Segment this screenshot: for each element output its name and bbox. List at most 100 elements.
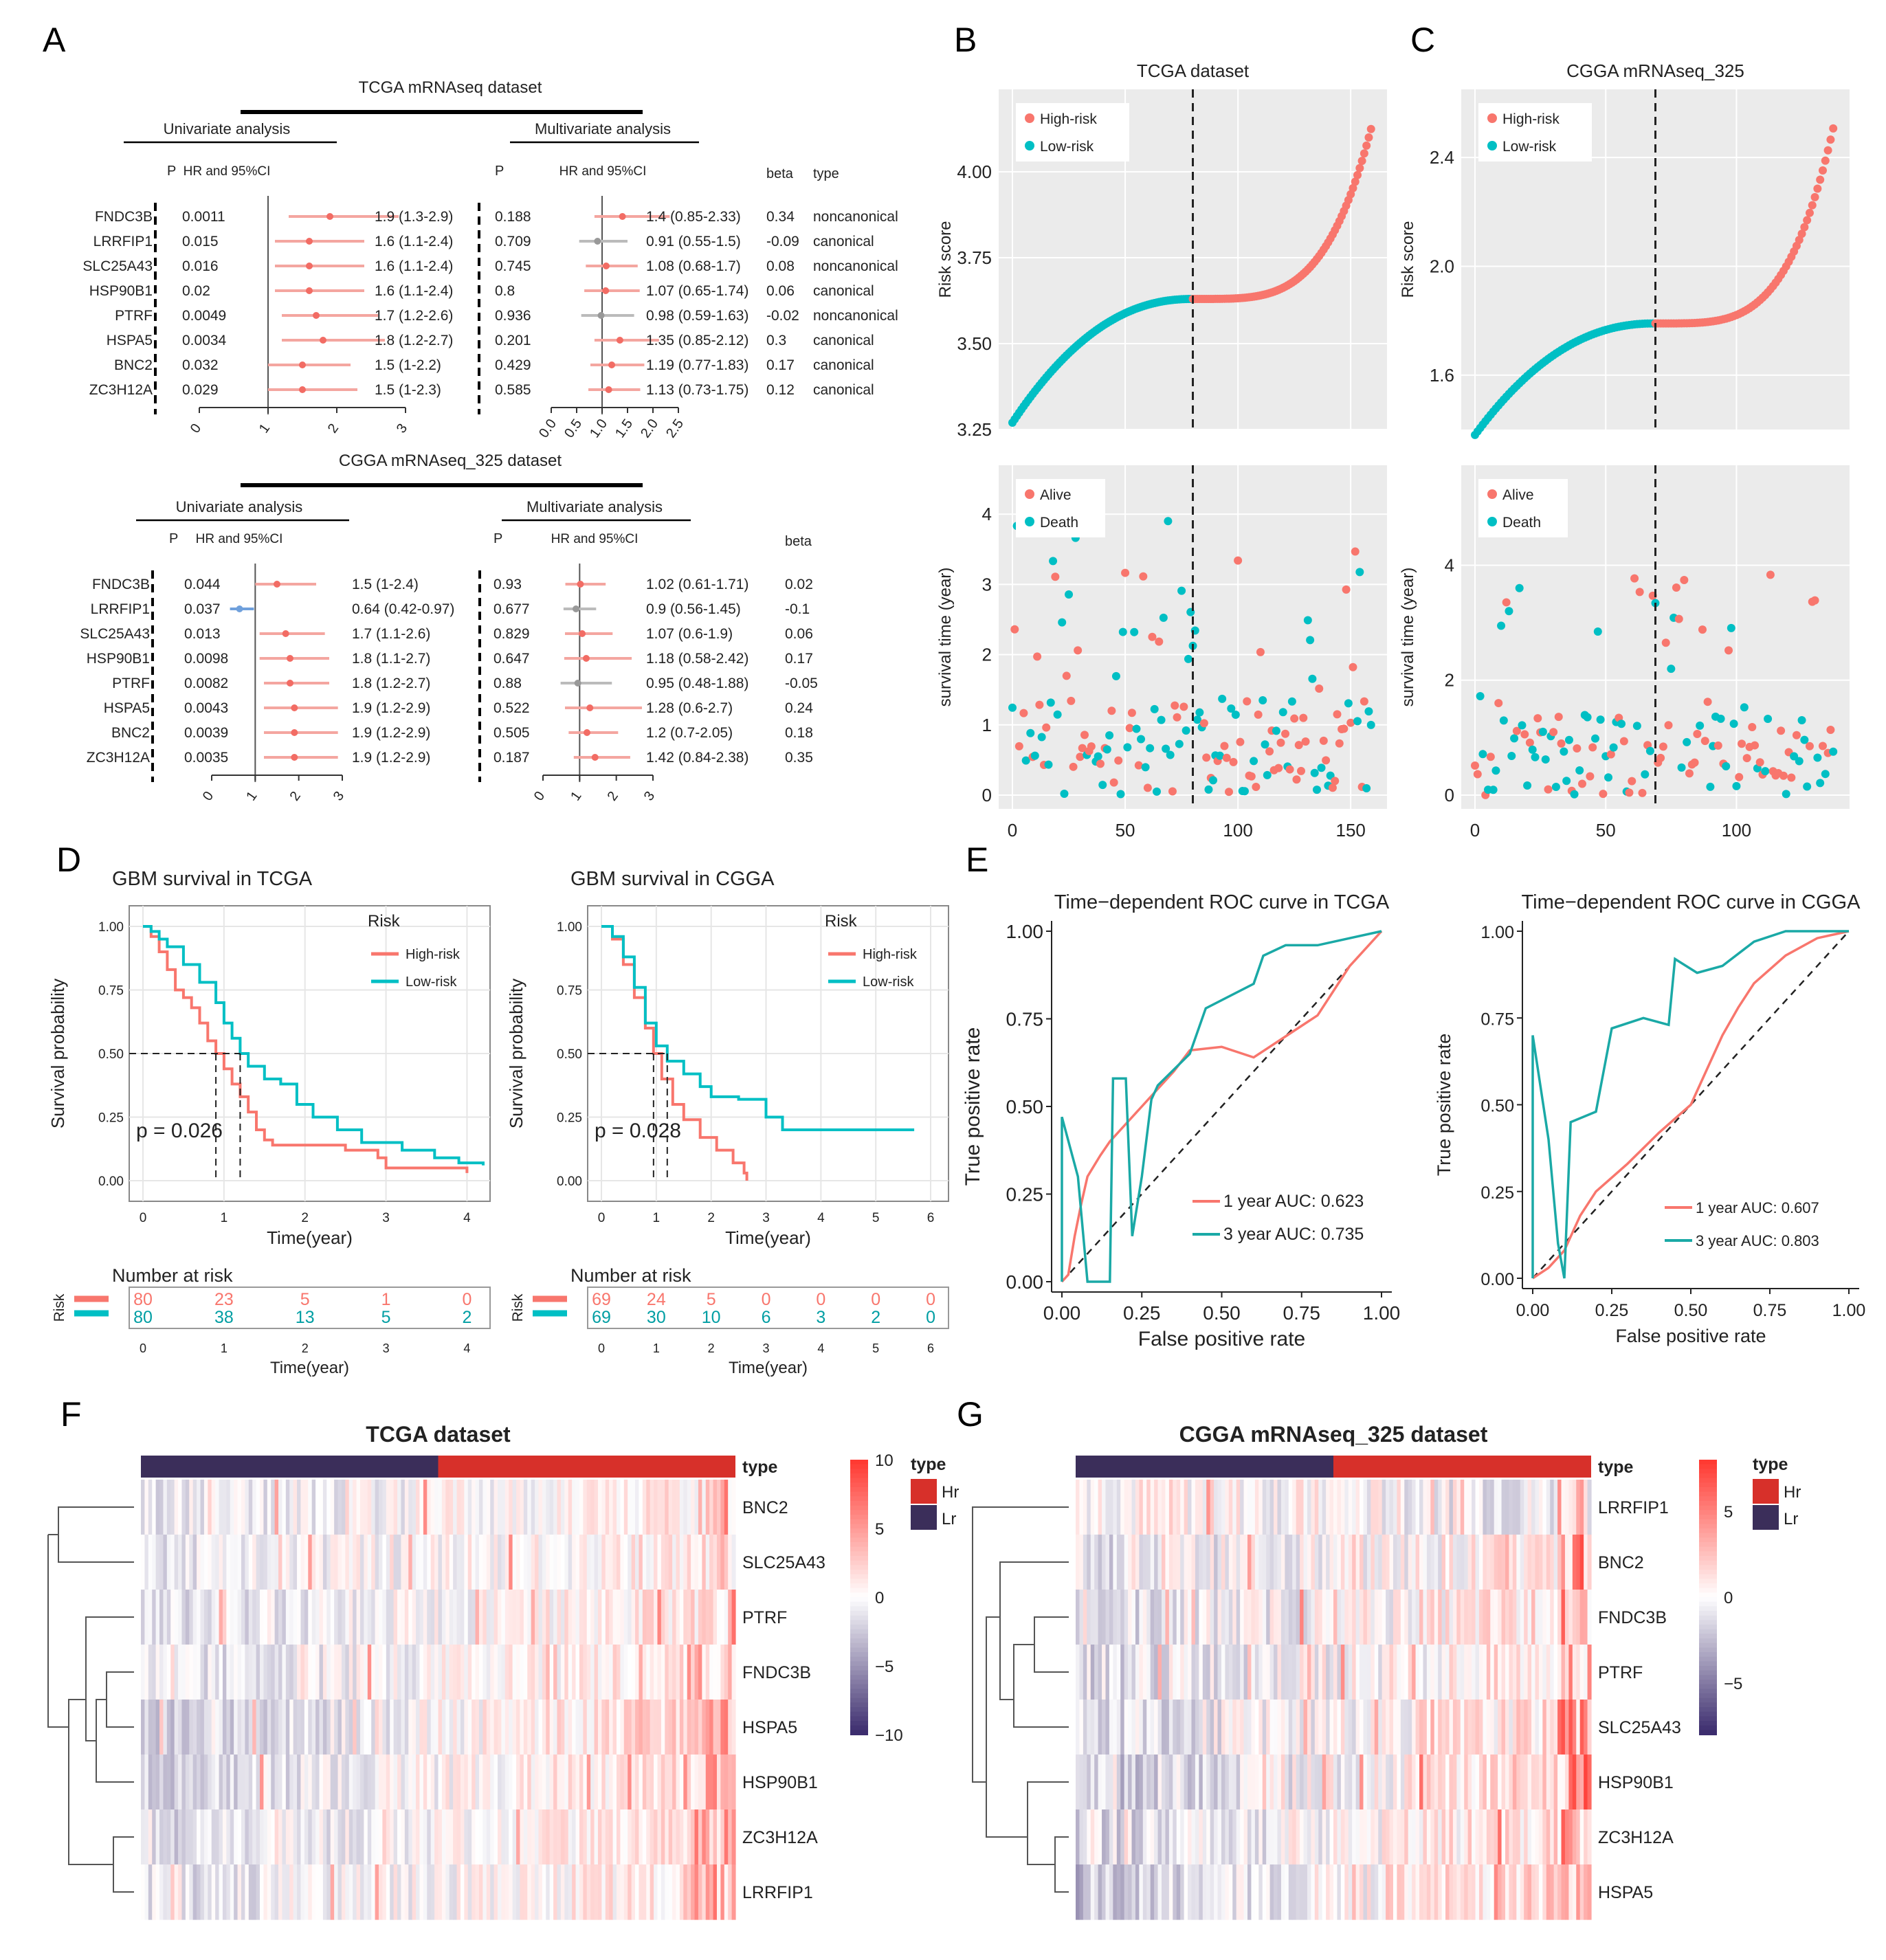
heatmap-cell xyxy=(720,1864,725,1920)
heatmap-cell xyxy=(1303,1809,1308,1865)
color-legend-step xyxy=(1699,1620,1717,1625)
heatmap-cell xyxy=(1527,1535,1532,1590)
heatmap-cell xyxy=(1464,1590,1469,1645)
x-tick-label: 100 xyxy=(1722,820,1751,840)
heatmap-cell xyxy=(1333,1864,1338,1920)
heatmap-cell xyxy=(348,1864,353,1920)
heatmap-cell xyxy=(568,1864,573,1920)
heatmap-cell xyxy=(1307,1645,1311,1700)
heatmap-cell xyxy=(1191,1480,1196,1535)
heatmap-cell xyxy=(1202,1535,1207,1590)
heatmap-cell xyxy=(646,1480,651,1535)
heatmap-cell xyxy=(1162,1590,1166,1645)
heatmap-cell xyxy=(379,1535,384,1590)
heatmap-cell xyxy=(467,1809,472,1865)
color-legend-step xyxy=(850,1519,868,1525)
survival-point xyxy=(1722,762,1731,771)
heatmap-cell xyxy=(1083,1645,1087,1700)
heatmap-cell xyxy=(271,1645,276,1700)
heatmap-cell xyxy=(501,1480,506,1535)
heatmap-cell xyxy=(219,1645,223,1700)
heatmap-cell xyxy=(1300,1590,1305,1645)
heatmap-cell xyxy=(650,1590,654,1645)
heatmap-cell xyxy=(1527,1590,1532,1645)
heatmap-cell xyxy=(274,1864,279,1920)
heatmap-cell xyxy=(654,1590,658,1645)
heatmap-cell xyxy=(260,1864,265,1920)
survival-point xyxy=(1162,744,1171,753)
heatmap-cell xyxy=(170,1590,175,1645)
heatmap-cell xyxy=(1483,1755,1487,1810)
heatmap-cell xyxy=(438,1700,443,1755)
heatmap-cell xyxy=(698,1480,702,1535)
heatmap-cell xyxy=(1344,1480,1349,1535)
heatmap-cell xyxy=(501,1535,506,1590)
heatmap-cell xyxy=(668,1645,673,1700)
heatmap-cell xyxy=(222,1480,227,1535)
heatmap-cell xyxy=(393,1864,398,1920)
heatmap-cell xyxy=(1467,1590,1472,1645)
heatmap-cell xyxy=(1464,1755,1469,1810)
heatmap-cell xyxy=(1564,1645,1569,1700)
heatmap-cell xyxy=(185,1480,190,1535)
heatmap-cell xyxy=(1199,1809,1203,1865)
heatmap-cell xyxy=(1225,1645,1230,1700)
heatmap-cell xyxy=(438,1755,443,1810)
heatmap-cell xyxy=(1441,1700,1446,1755)
heatmap-cell xyxy=(1568,1535,1573,1590)
heatmap-cell xyxy=(705,1700,710,1755)
risk-x-tick: 0 xyxy=(140,1341,146,1355)
heatmap-cell xyxy=(642,1535,647,1590)
heatmap-cell xyxy=(1498,1755,1502,1810)
survival-point xyxy=(1502,598,1511,607)
color-legend-step xyxy=(850,1615,868,1621)
heatmap-cell xyxy=(278,1480,283,1535)
heatmap-cell xyxy=(1098,1864,1102,1920)
survival-point xyxy=(1118,627,1127,636)
heatmap-cell xyxy=(623,1700,628,1755)
uni-hr-point xyxy=(291,754,298,761)
heatmap-cell xyxy=(1195,1755,1199,1810)
panel-letter-f: F xyxy=(60,1395,82,1434)
heatmap-cell xyxy=(1300,1535,1305,1590)
heatmap-cell xyxy=(520,1809,524,1865)
heatmap-cell xyxy=(560,1590,565,1645)
heatmap-cell xyxy=(1098,1755,1102,1810)
color-legend-step xyxy=(850,1551,868,1557)
heatmap-cell xyxy=(1535,1809,1540,1865)
heatmap-cell xyxy=(702,1645,707,1700)
y-tick-label: 4 xyxy=(982,504,992,524)
heatmap-cell xyxy=(635,1590,640,1645)
heatmap-cell xyxy=(1579,1809,1584,1865)
heatmap-cell xyxy=(285,1755,290,1810)
risk-count-low: 30 xyxy=(647,1308,666,1327)
heatmap-cell xyxy=(1176,1864,1181,1920)
heatmap-cell xyxy=(1322,1645,1327,1700)
heatmap-cell xyxy=(579,1645,584,1700)
survival-point xyxy=(1306,636,1315,645)
survival-point xyxy=(1166,750,1175,759)
gene-label: FNDC3B xyxy=(742,1663,811,1682)
color-legend-step xyxy=(850,1707,868,1713)
uni-hr-text: 1.9 (1.2-2.9) xyxy=(352,750,430,766)
color-legend-step xyxy=(1699,1478,1717,1484)
survival-point xyxy=(1261,740,1269,749)
heatmap-cell xyxy=(464,1535,469,1590)
heatmap-cell xyxy=(330,1809,335,1865)
heatmap-cell xyxy=(230,1645,234,1700)
annotation-hr xyxy=(438,1456,735,1478)
heatmap-cell xyxy=(1184,1590,1188,1645)
heatmap-cell xyxy=(1131,1590,1136,1645)
heatmap-cell xyxy=(620,1535,625,1590)
heatmap-cell xyxy=(490,1755,495,1810)
survival-point xyxy=(1596,715,1605,724)
heatmap-cell xyxy=(1572,1590,1577,1645)
heatmap-cell xyxy=(159,1864,164,1920)
heatmap-cell xyxy=(728,1645,733,1700)
heatmap-cell xyxy=(512,1480,517,1535)
risk-point xyxy=(1353,170,1362,179)
heatmap-cell xyxy=(1512,1480,1517,1535)
heatmap-cell xyxy=(676,1590,680,1645)
heatmap-cell xyxy=(1333,1645,1338,1700)
heatmap-cell xyxy=(1206,1700,1211,1755)
